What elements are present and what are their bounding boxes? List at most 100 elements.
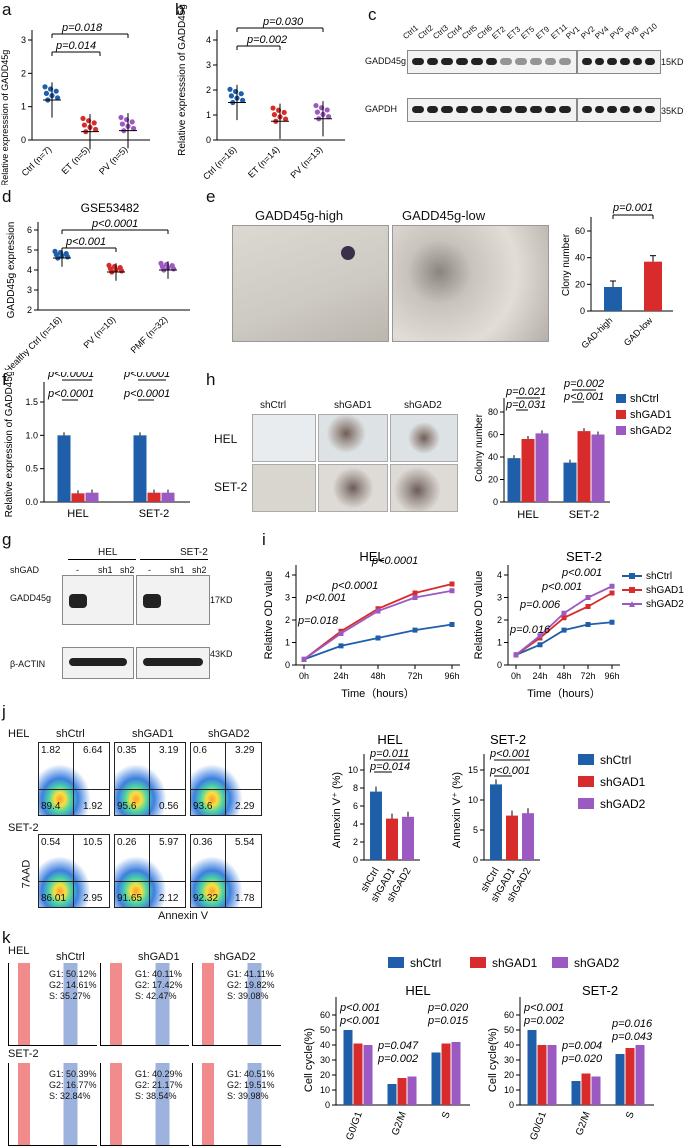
panel-i-point [561,615,567,621]
panel-k-bar [451,1042,461,1105]
panel-h-group-1: SET-2 [569,509,600,521]
panel-k-bar [625,1048,635,1105]
panel-f-bar [71,493,85,502]
facs-quadrant-value: 0.26 [117,837,137,848]
facs-quadrant-value: 86.01 [41,893,67,904]
blot-band [485,58,498,65]
panel-j-bar [402,816,414,860]
panel-h-tick-tick: 80 [488,407,498,417]
panel-letter-c: c [368,5,377,24]
blot-band [470,106,483,113]
facs-plot: 0.35 3.19 95.6 0.56 [114,742,186,816]
panel-i-point [375,635,381,641]
panel-e-img1-label: GADD45g-high [255,208,344,223]
panel-a-point [91,120,97,126]
panel-i-xtick: 24h [532,671,547,681]
panel-g-lane-0: - [76,565,79,575]
panel-h-img-set2-shctrl [252,464,316,512]
blot-band [470,58,483,65]
panel-b-point [314,109,320,115]
cell-cycle-stat: G1: 40.51% [227,1069,275,1079]
panel-a-point [93,126,99,133]
panel-i-ytick-tick: 2 [285,615,290,625]
facs-quadrant-value: 0.56 [159,801,179,812]
panel-c-blot-gapdh-left [407,98,577,122]
panel-j-col-0: shCtrl [56,728,85,740]
panel-j-tick-tick: 6 [353,801,358,811]
panel-h-tick-tick: 40 [488,452,498,462]
panel-i-point [609,583,615,589]
panel-h-tick-tick: 20 [488,475,498,485]
cell-cycle-stat: G2: 16.77% [49,1080,97,1090]
cell-cycle-stat: G1: 50.39% [49,1069,97,1079]
panel-h-bar [577,431,591,502]
blot-band [645,106,655,113]
panel-i-set2-p2: p=0.006 [519,599,561,611]
cell-cycle-stat: S: 39.08% [227,991,269,1001]
panel-k-bar [431,1052,441,1105]
panel-i-xtick: 96h [604,671,619,681]
panel-f-group-1: SET-2 [139,508,170,520]
panel-i-ylabel-1: Relative OD value [473,571,485,660]
panel-i-legend-2: shGAD2 [646,599,684,610]
panel-b-point [281,109,287,116]
panel-e-bar-chart-bar [604,287,622,311]
panel-k-hel-p2: p=0.047 [377,1040,419,1052]
panel-i-title-0: HEL [359,549,384,564]
panel-h-tick-tick: 0 [493,497,498,507]
panel-f-tick-tick: 0.5 [25,464,38,474]
panel-k-bar [363,1045,373,1105]
panel-h-bar [563,462,577,502]
panel-e-bar-chart-tick-tick: 40 [575,253,585,263]
panel-k-bar [527,1030,537,1105]
panel-e-ylabel: Clony number [561,233,572,296]
facs-plot: 0.6 3.29 93.6 2.29 [190,742,262,816]
panel-b-chart: Relative expresssion of GADD45g 0 1 2 3 4 p=… [177,4,345,182]
panel-h-bar [507,458,521,502]
cell-cycle-stat: S: 35.27% [49,991,91,1001]
panel-j-bar-charts: HEL SET-2 Annexin V⁺ (%) Annexin V⁺ (%) … [331,732,646,904]
panel-c-blot-gadd-right [577,50,661,74]
legend-swatch-shctrl [616,394,626,403]
panel-c-kd2: 35KD [661,106,684,116]
blot-band [582,106,592,113]
panel-d-point [65,254,71,260]
panel-i-point [585,595,591,600]
panel-k-tick-tick: 50 [320,1025,330,1035]
panel-i-ytick-tick: 0 [285,660,290,670]
panel-e-img2-label: GADD45g-low [402,208,486,223]
panel-c-row1-label: GADD45g [365,56,407,66]
blot-band [412,106,424,113]
panel-a-point [53,88,59,94]
panel-d-p2: p<0.001 [65,236,106,248]
legend-swatch-shgad1 [616,410,626,419]
panel-a-point [55,95,61,101]
facs-quadrant-value: 10.5 [83,837,103,848]
panel-g-lane-2: sh2 [120,565,135,575]
panel-k-tick-tick: 40 [504,1040,514,1050]
panel-b-ylabel: Relative expresssion of GADD45g [177,4,188,156]
panel-g-row1: GADD45g [10,593,52,603]
blot-band [632,106,643,113]
facs-quadrant-value: 1.82 [41,745,61,756]
panel-h-col-1: shGAD1 [334,400,372,411]
panel-i-xtick: 24h [333,671,348,681]
panel-b-points [227,84,332,139]
facs-quadrant-value: 1.78 [235,893,255,904]
panel-i-legend: shCtrl shGAD1 shGAD2 [622,571,684,610]
blot-band [559,106,571,113]
panel-h-p3: p<0.001 [563,391,604,403]
panel-j-bar [490,784,502,860]
panel-g-lane-1: sh1 [98,565,113,575]
panel-h-img-set2-shgad2 [390,464,458,512]
facs-quadrant-value: 2.95 [83,893,103,904]
blot-band [500,106,513,113]
panel-j-legend-0: shCtrl [600,753,631,767]
panel-h-img-set2-shgad1 [318,464,388,512]
panel-i-ytick-tick: 3 [497,593,502,603]
panel-h-bar [535,433,549,502]
panel-i-point [537,633,543,639]
panel-g-blot-hel-gadd [62,575,134,625]
panel-i-set2-p3: p=0.016 [509,624,551,636]
panel-i-xtick: 96h [444,671,459,681]
